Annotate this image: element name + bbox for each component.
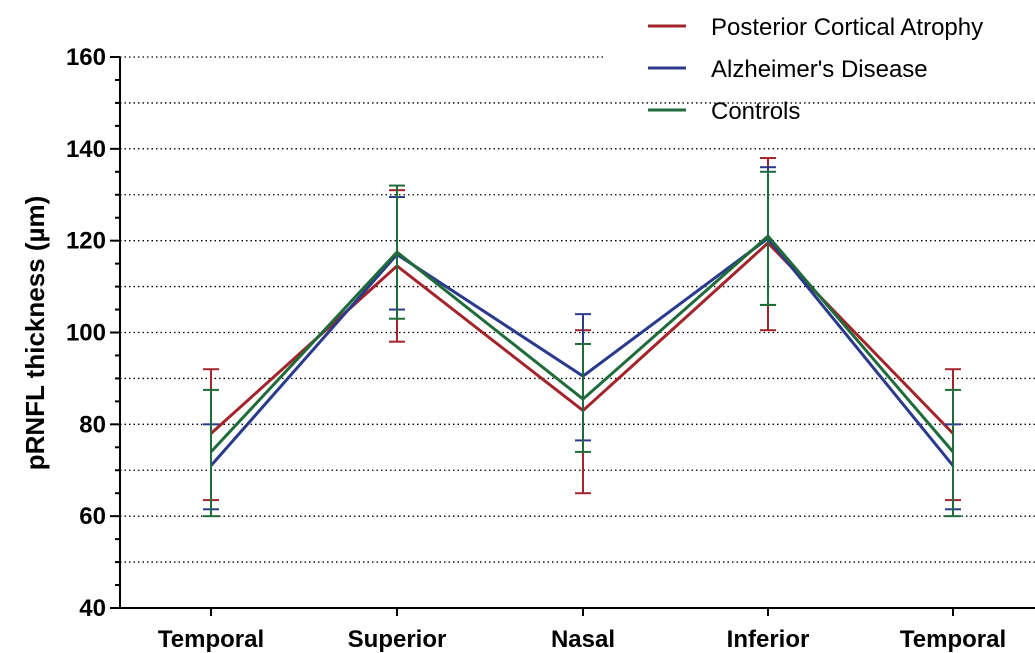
legend-item: Alzheimer's Disease: [648, 56, 928, 83]
gridlines: [120, 56, 1035, 563]
series-group: [203, 157, 961, 518]
x-tick-label-temporal: Temporal: [158, 626, 264, 653]
y-axis: 40 60 80 100 120 140 160: [66, 44, 121, 622]
x-axis: Temporal Superior Nasal Inferior Temporal: [110, 607, 1035, 653]
y-tick-label: 120: [66, 228, 106, 255]
series-line: [209, 233, 955, 453]
y-tick-label: 60: [79, 503, 106, 530]
y-tick-label: 40: [79, 595, 106, 622]
y-tick-label: 80: [79, 411, 106, 438]
y-tick-label: 160: [66, 44, 106, 71]
legend-label: Controls: [711, 98, 800, 125]
y-tick-label: 140: [66, 136, 106, 163]
legend-label: Posterior Cortical Atrophy: [711, 14, 983, 41]
y-tick-label: 100: [66, 320, 106, 347]
x-tick-label-inferior: Inferior: [727, 626, 810, 653]
x-tick-label-superior: Superior: [348, 626, 447, 653]
legend: Posterior Cortical Atrophy Alzheimer's Di…: [648, 14, 983, 125]
legend-label: Alzheimer's Disease: [711, 56, 928, 83]
y-axis-label: pRNFL thickness (µm): [20, 196, 50, 471]
legend-item: Posterior Cortical Atrophy: [648, 14, 983, 41]
series-controls: [203, 170, 961, 518]
x-tick-label-temporal: Temporal: [900, 626, 1006, 653]
legend-item: Controls: [648, 98, 800, 125]
x-tick-label-nasal: Nasal: [551, 626, 615, 653]
